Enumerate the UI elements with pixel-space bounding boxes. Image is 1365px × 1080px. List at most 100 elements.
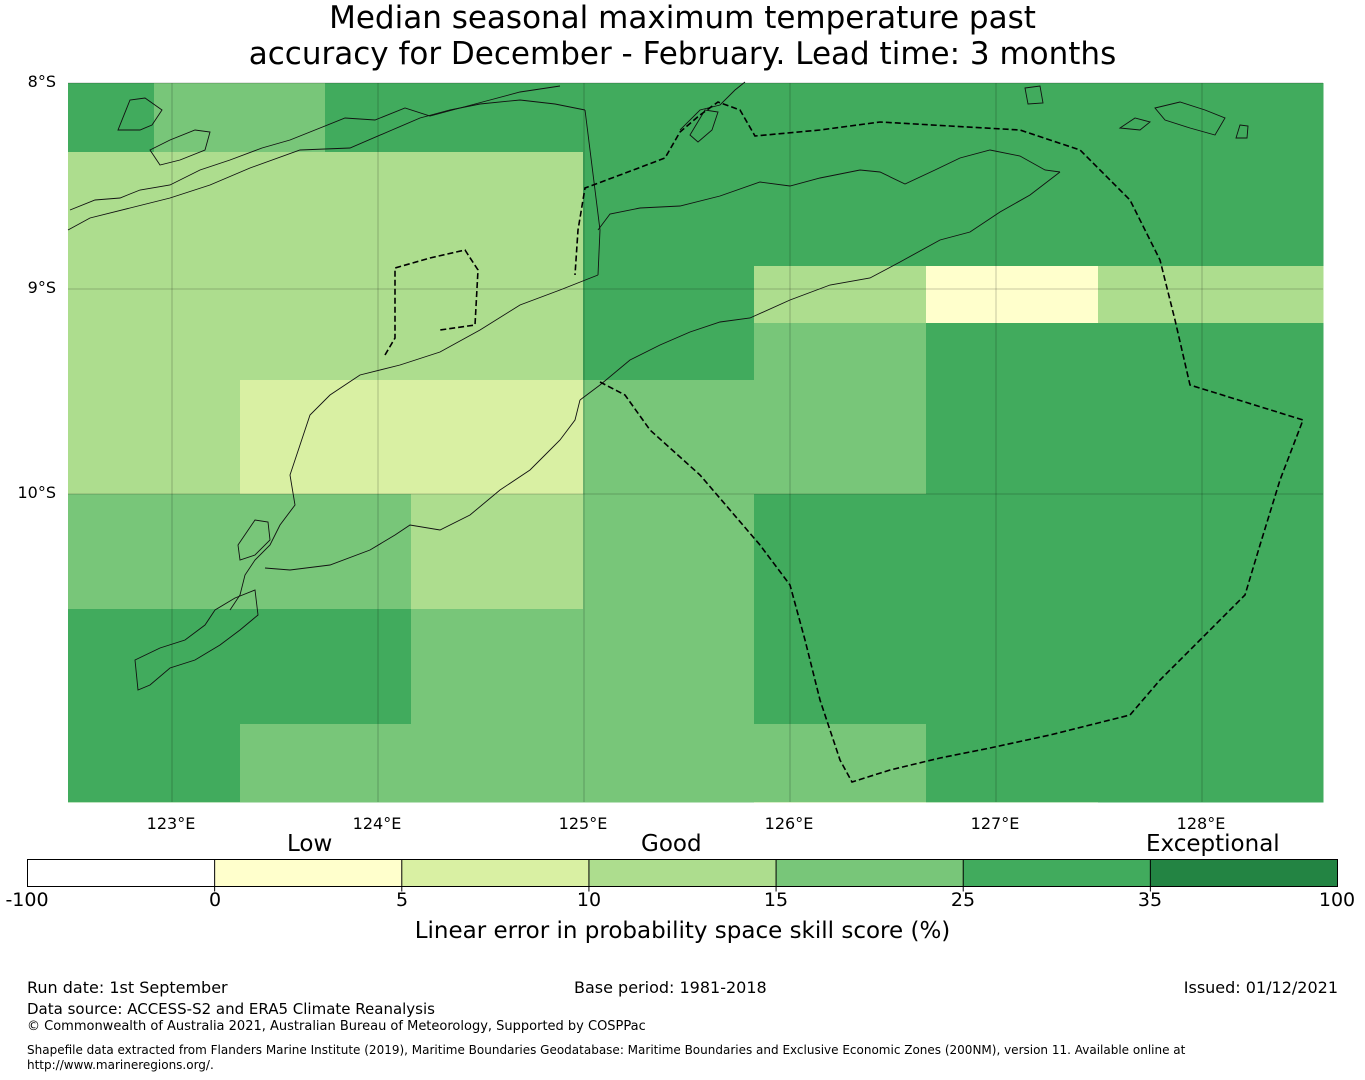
graticule	[68, 82, 1323, 802]
skill-cell	[669, 609, 755, 725]
skill-cell	[411, 83, 498, 153]
skill-cell	[240, 152, 326, 267]
colorbar-tick-label: 10	[576, 889, 602, 911]
skill-cell	[669, 323, 755, 381]
skill-cell	[926, 494, 1013, 610]
issued-date: Issued: 01/12/2021	[1183, 978, 1338, 997]
skill-cell	[754, 802, 841, 803]
lon-label: 126°E	[764, 814, 814, 833]
skill-cell	[926, 609, 1013, 725]
skill-cell	[68, 494, 155, 610]
skill-cell	[840, 609, 927, 725]
colorbar-tick-label: 15	[763, 889, 789, 911]
skill-cell	[583, 494, 670, 610]
semau-island-coast	[237, 519, 271, 561]
skill-cell	[325, 152, 412, 267]
skill-cell	[325, 323, 412, 381]
skill-cell	[68, 724, 155, 803]
skill-cell	[926, 802, 1013, 803]
skill-cell	[1012, 724, 1099, 803]
colorbar-segments	[27, 859, 1338, 887]
skill-cell	[1098, 724, 1184, 803]
colorbar-tick-label: 35	[1137, 889, 1163, 911]
title-line-2: accuracy for December - February. Lead t…	[248, 36, 1117, 72]
skill-cell	[1183, 494, 1324, 610]
skill-cell	[1012, 380, 1099, 495]
north-island-small	[117, 97, 211, 166]
skill-cell	[669, 380, 755, 495]
skill-cell	[411, 609, 498, 725]
skill-cell	[754, 152, 841, 267]
skill-cell	[154, 609, 241, 725]
skill-cell	[754, 83, 841, 153]
eez-boundary-oecusse	[384, 249, 479, 356]
skill-cell	[840, 380, 927, 495]
colorbar-segment	[1150, 859, 1338, 887]
skill-cell	[669, 83, 755, 153]
shapefile-credit-2: http://www.marineregions.org/.	[27, 1058, 214, 1072]
skill-cell	[325, 266, 412, 324]
lat-label: 9°S	[27, 278, 56, 297]
colorbar-category-good: Good	[641, 831, 702, 857]
skill-cell	[325, 724, 412, 803]
skill-cell	[411, 266, 498, 324]
lon-label: 123°E	[146, 814, 196, 833]
title-line-1: Median seasonal maximum temperature past	[329, 0, 1036, 36]
skill-cell	[1098, 802, 1184, 803]
skill-cell	[669, 266, 755, 324]
skill-cell	[669, 152, 755, 267]
skill-cell	[1098, 152, 1184, 267]
skill-cell	[68, 266, 155, 324]
rote-island-coast	[134, 589, 259, 691]
skill-cell	[1183, 266, 1324, 324]
skill-cell	[411, 724, 498, 803]
skill-cell	[240, 380, 326, 495]
skill-cell	[1098, 494, 1184, 610]
skill-cell	[411, 323, 498, 381]
skill-cell	[840, 494, 927, 610]
skill-cell	[497, 494, 584, 610]
skill-cell	[240, 323, 326, 381]
colorbar-ticks	[214, 859, 1151, 892]
skill-cell	[840, 802, 927, 803]
skill-cell	[240, 802, 326, 803]
colorbar-label: Linear error in probability space skill …	[414, 918, 951, 944]
skill-cell	[411, 494, 498, 610]
skill-cell	[1098, 380, 1184, 495]
skill-cell	[497, 724, 584, 803]
colorbar-tick-label: 100	[1318, 889, 1356, 911]
skill-cell	[1183, 152, 1324, 267]
skill-cell	[1183, 323, 1324, 381]
skill-cell	[497, 380, 584, 495]
skill-cell	[840, 83, 927, 153]
skill-cell	[754, 494, 841, 610]
skill-cell	[68, 152, 155, 267]
chart-title: Median seasonal maximum temperature past…	[0, 0, 1365, 72]
skill-cell	[754, 609, 841, 725]
colorbar-frame	[27, 859, 1338, 887]
timor-island-coast	[67, 99, 1061, 611]
skill-cell	[754, 323, 841, 381]
skill-cell	[583, 724, 670, 803]
skill-cell	[754, 380, 841, 495]
skill-cell	[926, 266, 1013, 324]
skill-cell	[1012, 323, 1099, 381]
skill-cell	[240, 724, 326, 803]
skill-cell	[68, 802, 155, 803]
colorbar-segment	[401, 859, 590, 887]
skill-cell	[497, 323, 584, 381]
skill-cell	[754, 266, 841, 324]
skill-cell	[1183, 724, 1324, 803]
skill-cell	[154, 724, 241, 803]
skill-cell	[68, 380, 155, 495]
skill-cell	[583, 323, 670, 381]
skill-cell	[411, 380, 498, 495]
north-timor-coast	[597, 149, 1061, 231]
skill-cell	[583, 802, 670, 803]
lon-label: 124°E	[352, 814, 402, 833]
skill-cell	[411, 152, 498, 267]
skill-cell	[1183, 609, 1324, 725]
skill-cell	[240, 83, 326, 153]
colorbar-tick-label: -100	[5, 889, 49, 911]
